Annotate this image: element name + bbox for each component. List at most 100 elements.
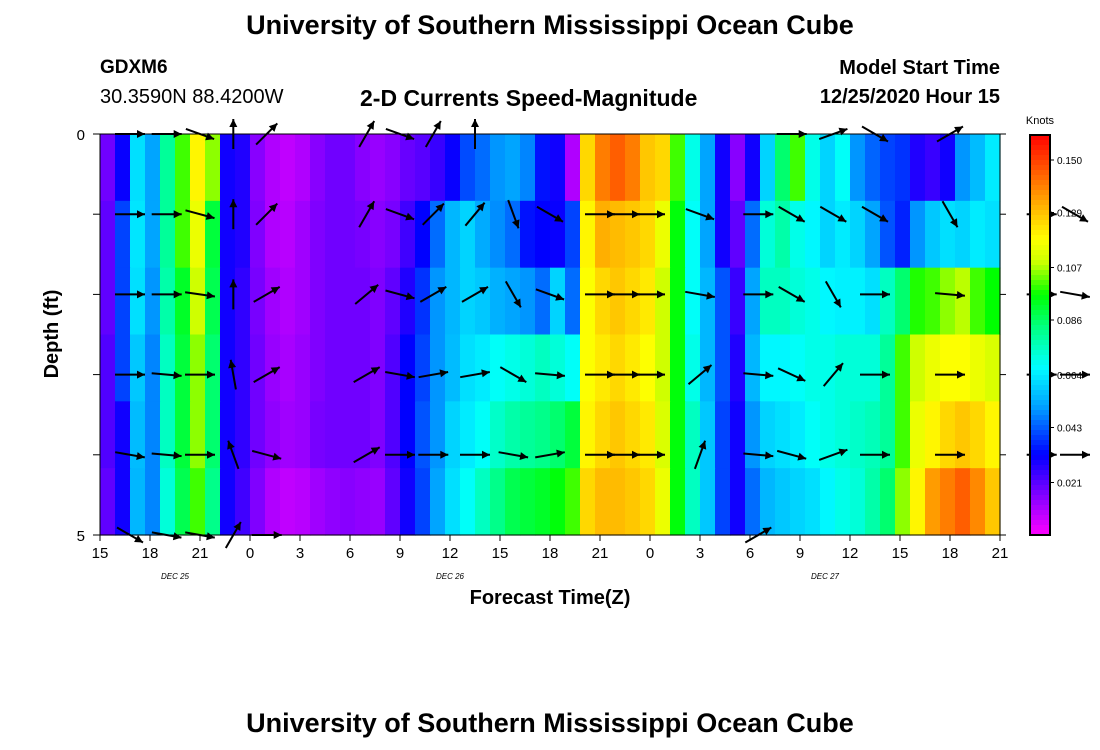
heatmap-cell — [490, 468, 506, 536]
heatmap-cell — [250, 200, 266, 269]
heatmap-cell — [280, 468, 296, 536]
heatmap-cell — [730, 468, 746, 536]
heatmap-cell — [685, 267, 701, 336]
colorbar-segment — [1030, 210, 1050, 216]
chart-subtitle: 2-D Currents Speed-Magnitude — [360, 85, 698, 111]
colorbar-segment — [1030, 290, 1050, 296]
colorbar-segment — [1030, 280, 1050, 286]
current-vector — [935, 450, 965, 459]
heatmap-cell — [415, 334, 431, 402]
current-vector — [421, 202, 445, 226]
heatmap-cell — [265, 200, 281, 269]
colorbar-segment — [1030, 415, 1050, 421]
heatmap-cell — [760, 267, 776, 336]
current-vector — [824, 280, 842, 308]
heatmap-cell — [745, 134, 761, 202]
colorbar-segment — [1030, 165, 1050, 171]
heatmap-cell — [355, 401, 371, 469]
heatmap-cell — [790, 334, 806, 402]
colorbar-segment — [1030, 485, 1050, 491]
colorbar-segment — [1030, 140, 1050, 146]
current-vector — [185, 209, 215, 220]
x-tick-label: 12 — [842, 545, 859, 562]
colorbar-segment — [1030, 440, 1050, 446]
heatmap-cell — [490, 334, 506, 402]
heatmap-cell — [325, 134, 341, 202]
colorbar-segment — [1030, 295, 1050, 301]
heatmap-cell — [595, 401, 611, 469]
heatmap-cell — [385, 200, 401, 269]
current-vector — [354, 284, 379, 305]
x-tick-label: 0 — [246, 545, 254, 562]
heatmap-cell — [955, 334, 971, 402]
heatmap-cell — [940, 468, 956, 536]
colorbar-segment — [1030, 450, 1050, 456]
colorbar-tick-label: 0.064 — [1057, 371, 1082, 382]
x-tick-label: 3 — [296, 545, 304, 562]
colorbar-tick-label: 0.021 — [1057, 479, 1082, 490]
x-tick-label: 9 — [396, 545, 404, 562]
heatmap-cell — [520, 401, 536, 469]
heatmap-cell — [775, 267, 791, 336]
current-vector — [115, 130, 145, 138]
current-vector — [861, 125, 889, 143]
heatmap-cell — [265, 267, 281, 336]
colorbar-segment — [1030, 260, 1050, 266]
heatmap-cell — [745, 200, 761, 269]
heatmap-cell — [895, 334, 911, 402]
x-tick-label: 15 — [892, 545, 909, 562]
heatmap-cell — [580, 200, 596, 269]
heatmap-cell — [805, 334, 821, 402]
current-vector — [253, 366, 281, 383]
colorbar-frame — [1029, 134, 1051, 536]
current-vector — [535, 371, 565, 380]
x-tick-label: 15 — [92, 545, 109, 562]
heatmap-cell — [520, 468, 536, 536]
heatmap-cell — [655, 334, 671, 402]
heatmap-cell — [160, 401, 176, 469]
heatmap-cell — [475, 200, 491, 269]
heatmap-cell — [760, 200, 776, 269]
heatmap-cell — [880, 468, 896, 536]
current-vector — [151, 130, 182, 138]
heatmap-cell — [205, 468, 221, 536]
current-vector — [818, 448, 848, 461]
colorbar-segment — [1030, 385, 1050, 391]
heatmap-cell — [595, 134, 611, 202]
heatmap-cell — [670, 134, 686, 202]
colorbar-tick-label: 0.150 — [1057, 156, 1082, 167]
current-vector — [184, 291, 216, 300]
heatmap-cell — [880, 134, 896, 202]
heatmap-cell — [550, 267, 566, 336]
colorbar-segment — [1030, 515, 1050, 521]
colorbar-segment — [1030, 330, 1050, 336]
heatmap-cell — [760, 468, 776, 536]
heatmap-cell — [685, 134, 701, 202]
heatmap-cell — [415, 401, 431, 469]
heatmap-cell — [295, 468, 311, 536]
x-tick-label: 21 — [192, 545, 209, 562]
heatmap-cell — [430, 401, 446, 469]
heatmap-cell — [925, 267, 941, 336]
heatmap-cell — [955, 134, 971, 202]
heatmap-cell — [775, 401, 791, 469]
y-tick-label: 0 — [77, 127, 85, 144]
heatmap-cell — [250, 468, 266, 536]
heatmap-cells — [100, 134, 1001, 536]
heatmap-cell — [910, 401, 926, 469]
heatmap-cell — [625, 267, 641, 336]
x-axis: 15 18 21 0 3 6 9 12 15 18 21 0 3 6 9 12 15 18 21 DEC 25 DEC … — [92, 535, 1008, 581]
current-vector — [385, 289, 415, 301]
x-tick-label: 18 — [142, 545, 159, 562]
heatmap-cell — [505, 334, 521, 402]
colorbar-segment — [1030, 320, 1050, 326]
heatmap-cell — [205, 200, 221, 269]
heatmap-cell — [595, 267, 611, 336]
heatmap-cell — [130, 200, 146, 269]
heatmap-cell — [685, 401, 701, 469]
current-vector — [460, 450, 490, 459]
colorbar-segment — [1030, 275, 1050, 281]
current-vector — [778, 286, 806, 303]
current-vector — [498, 451, 529, 460]
heatmap-cell — [835, 200, 851, 269]
